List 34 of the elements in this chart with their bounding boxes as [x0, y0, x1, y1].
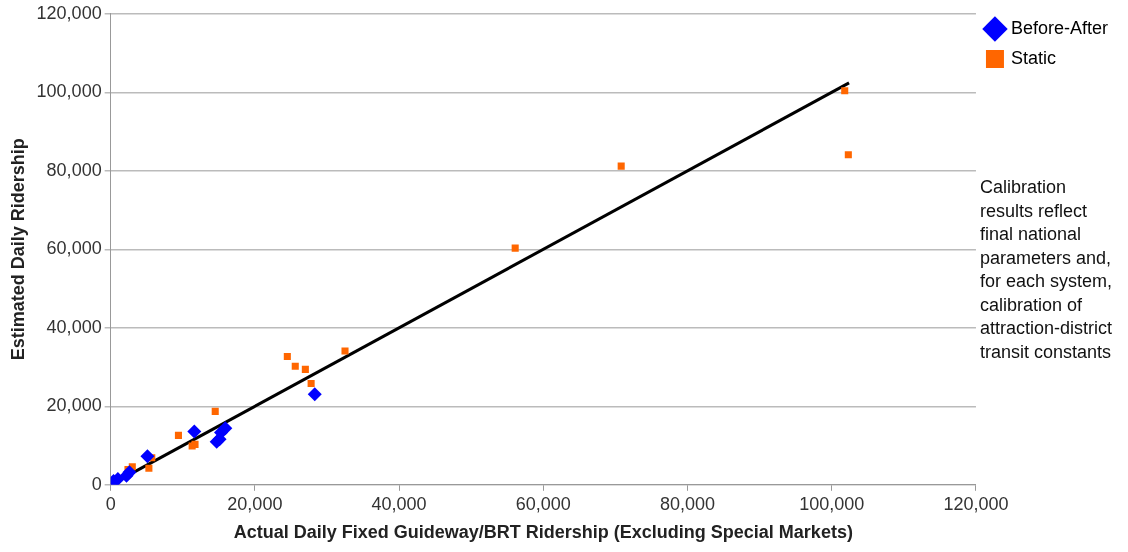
- x-tick-label: 40,000: [371, 493, 427, 514]
- x-axis-title: Actual Daily Fixed Guideway/BRT Ridership (Excluding Special Markets): [233, 522, 853, 543]
- y-tick-label: 40,000: [46, 316, 102, 337]
- x-tick-label: 100,000: [799, 493, 865, 514]
- legend-label: Static: [1010, 47, 1056, 68]
- point: [511, 244, 519, 252]
- x-tick-label: 0: [105, 493, 116, 514]
- point: [844, 151, 852, 159]
- legend-label: Before-After: [1010, 17, 1109, 38]
- x-tick-label: 80,000: [660, 493, 716, 514]
- point: [140, 449, 155, 464]
- y-axis-title: Estimated Daily Ridership: [7, 138, 28, 361]
- y-tick-label: 120,000: [36, 2, 102, 23]
- point: [187, 424, 202, 439]
- point: [307, 380, 315, 388]
- point: [211, 407, 219, 415]
- point: [307, 387, 322, 402]
- point: [283, 352, 291, 360]
- y-tick-label: 100,000: [36, 81, 102, 102]
- point: [291, 362, 299, 370]
- y-tick-label: 80,000: [46, 159, 102, 180]
- point: [341, 347, 349, 355]
- point: [841, 87, 849, 95]
- x-tick-label: 20,000: [227, 493, 283, 514]
- x-tick-label: 60,000: [515, 493, 571, 514]
- y-tick-label: 0: [91, 473, 102, 494]
- point: [301, 365, 309, 373]
- y-tick-label: 60,000: [46, 238, 102, 259]
- point: [145, 464, 153, 472]
- point: [174, 431, 182, 439]
- point: [617, 162, 625, 170]
- text: Calibration results reflect final national parameters and, for each system, calibration of attraction-district transit constants: [980, 176, 1114, 364]
- y-tick-label: 20,000: [46, 395, 102, 416]
- x-tick-label: 120,000: [943, 493, 1009, 514]
